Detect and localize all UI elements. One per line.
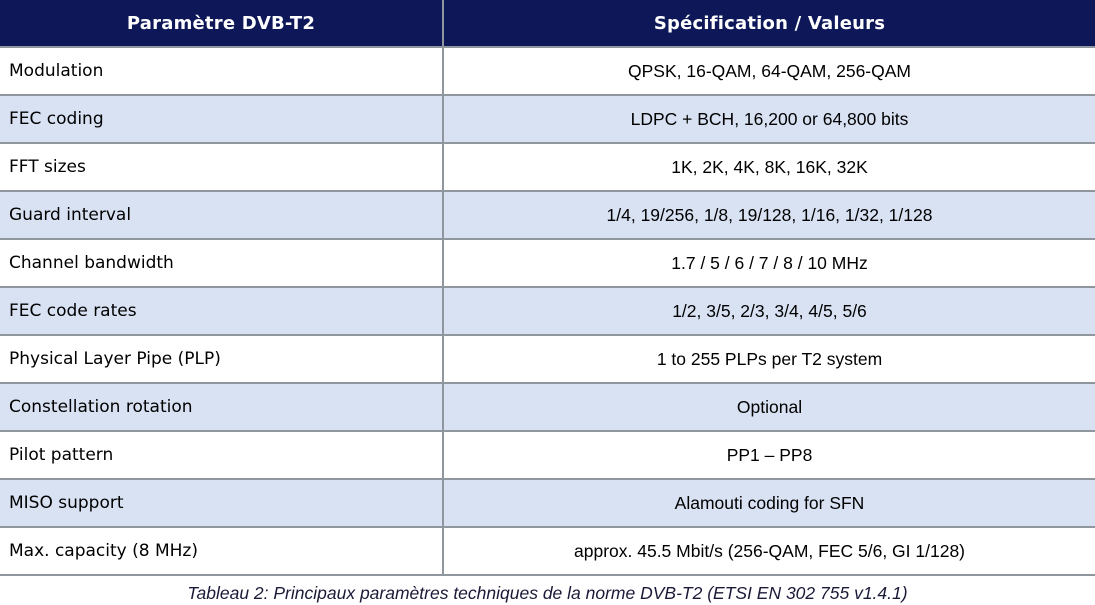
param-cell: FEC code rates	[0, 288, 444, 336]
value-cell: 1/2, 3/5, 2/3, 3/4, 4/5, 5/6	[444, 288, 1095, 336]
table-row: Channel bandwidth 1.7 / 5 / 6 / 7 / 8 / …	[0, 240, 1095, 288]
param-cell: FEC coding	[0, 96, 444, 144]
value-cell: PP1 – PP8	[444, 432, 1095, 480]
param-cell: MISO support	[0, 480, 444, 528]
column-header-specification: Spécification / Valeurs	[444, 0, 1095, 48]
value-cell: Alamouti coding for SFN	[444, 480, 1095, 528]
value-cell: 1.7 / 5 / 6 / 7 / 8 / 10 MHz	[444, 240, 1095, 288]
value-cell: 1K, 2K, 4K, 8K, 16K, 32K	[444, 144, 1095, 192]
column-header-parameter: Paramètre DVB-T2	[0, 0, 444, 48]
table-caption: Tableau 2: Principaux paramètres techniq…	[187, 583, 908, 603]
value-cell: Optional	[444, 384, 1095, 432]
table-row: Physical Layer Pipe (PLP) 1 to 255 PLPs …	[0, 336, 1095, 384]
dvbt2-parameters-table: Paramètre DVB-T2 Spécification / Valeurs…	[0, 0, 1095, 576]
table-row: Constellation rotation Optional	[0, 384, 1095, 432]
param-cell: Physical Layer Pipe (PLP)	[0, 336, 444, 384]
value-cell: approx. 45.5 Mbit/s (256-QAM, FEC 5/6, G…	[444, 528, 1095, 576]
table-row: Modulation QPSK, 16-QAM, 64-QAM, 256-QAM	[0, 48, 1095, 96]
table-row: FFT sizes 1K, 2K, 4K, 8K, 16K, 32K	[0, 144, 1095, 192]
header-row: Paramètre DVB-T2 Spécification / Valeurs	[0, 0, 1095, 48]
table-row: Guard interval 1/4, 19/256, 1/8, 19/128,…	[0, 192, 1095, 240]
param-cell: FFT sizes	[0, 144, 444, 192]
table-row: Pilot pattern PP1 – PP8	[0, 432, 1095, 480]
value-cell: 1 to 255 PLPs per T2 system	[444, 336, 1095, 384]
param-cell: Constellation rotation	[0, 384, 444, 432]
table-row: MISO support Alamouti coding for SFN	[0, 480, 1095, 528]
table-row: FEC code rates 1/2, 3/5, 2/3, 3/4, 4/5, …	[0, 288, 1095, 336]
param-cell: Max. capacity (8 MHz)	[0, 528, 444, 576]
param-cell: Guard interval	[0, 192, 444, 240]
table-row: FEC coding LDPC + BCH, 16,200 or 64,800 …	[0, 96, 1095, 144]
value-cell: QPSK, 16-QAM, 64-QAM, 256-QAM	[444, 48, 1095, 96]
value-cell: LDPC + BCH, 16,200 or 64,800 bits	[444, 96, 1095, 144]
param-cell: Pilot pattern	[0, 432, 444, 480]
param-cell: Modulation	[0, 48, 444, 96]
param-cell: Channel bandwidth	[0, 240, 444, 288]
value-cell: 1/4, 19/256, 1/8, 19/128, 1/16, 1/32, 1/…	[444, 192, 1095, 240]
table-row: Max. capacity (8 MHz) approx. 45.5 Mbit/…	[0, 528, 1095, 576]
